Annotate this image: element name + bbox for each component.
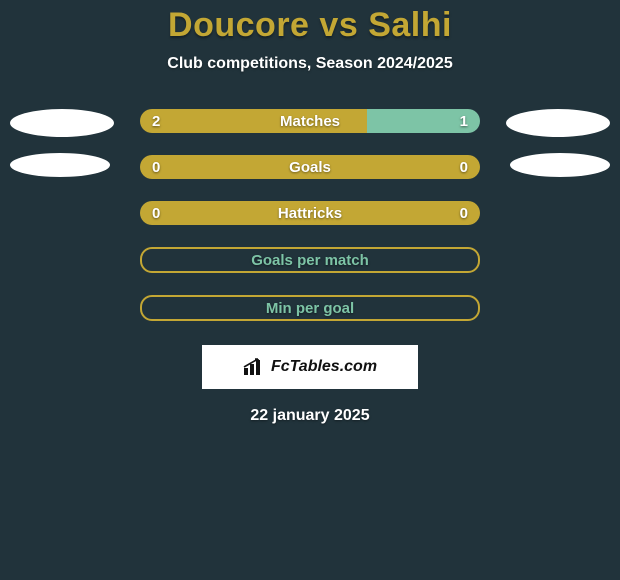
stat-label: Min per goal xyxy=(142,300,478,317)
page-title: Doucore vs Salhi xyxy=(168,6,452,45)
stat-row-goals: 0 Goals 0 xyxy=(0,155,620,179)
subtitle: Club competitions, Season 2024/2025 xyxy=(167,55,452,73)
source-logo: FcTables.com xyxy=(202,345,418,389)
avatar-placeholder-right xyxy=(510,153,610,177)
stat-label: Goals per match xyxy=(142,252,478,269)
title-left: Doucore xyxy=(168,6,309,44)
title-vs: vs xyxy=(309,6,368,44)
comparison-card: Doucore vs Salhi Club competitions, Seas… xyxy=(0,0,620,580)
avatar-placeholder-right xyxy=(506,109,610,137)
bars-icon xyxy=(243,358,265,376)
stat-value-right: 0 xyxy=(460,155,468,179)
avatar-placeholder-left xyxy=(10,153,110,177)
stat-value-left: 0 xyxy=(152,155,160,179)
avatar-placeholder-left xyxy=(10,109,114,137)
stat-bar-outline: Min per goal xyxy=(140,295,480,321)
stat-value-right: 1 xyxy=(460,109,468,133)
stat-value-left: 2 xyxy=(152,109,160,133)
date-label: 22 january 2025 xyxy=(250,407,369,425)
stat-value-right: 0 xyxy=(460,201,468,225)
stat-fill-left xyxy=(140,109,367,133)
logo-text: FcTables.com xyxy=(271,358,377,376)
stat-bar: 0 Hattricks 0 xyxy=(140,201,480,225)
stat-row-hattricks: 0 Hattricks 0 xyxy=(0,201,620,225)
stat-bar: 2 Matches 1 xyxy=(140,109,480,133)
stat-row-matches: 2 Matches 1 xyxy=(0,109,620,133)
stat-fill-left xyxy=(140,155,480,179)
stat-bar: 0 Goals 0 xyxy=(140,155,480,179)
stat-bar-outline: Goals per match xyxy=(140,247,480,273)
stats-rows: 2 Matches 1 0 Goals 0 0 Hattricks 0 xyxy=(0,109,620,321)
stat-value-left: 0 xyxy=(152,201,160,225)
stat-fill-left xyxy=(140,201,480,225)
title-right: Salhi xyxy=(368,6,452,44)
stat-row-mpg: Min per goal xyxy=(0,295,620,321)
stat-row-gpm: Goals per match xyxy=(0,247,620,273)
